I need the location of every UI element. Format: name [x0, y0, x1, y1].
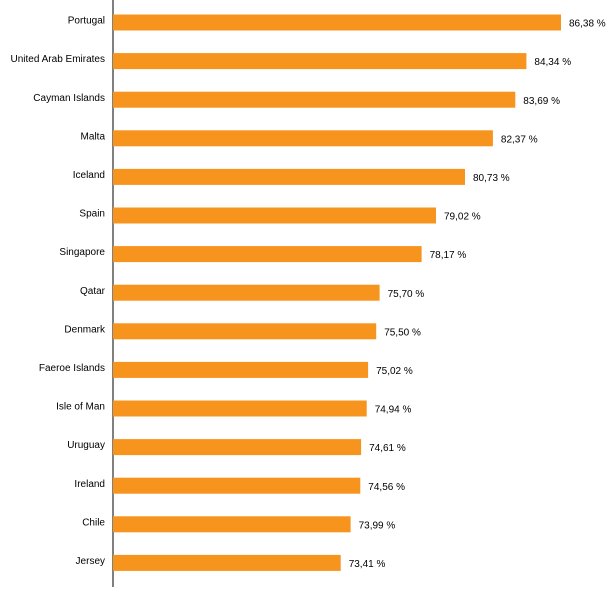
value-label: 73,41 % — [349, 559, 386, 570]
bar — [113, 323, 377, 340]
category-label: Singapore — [59, 247, 105, 258]
value-label: 80,73 % — [473, 173, 510, 184]
value-label: 83,69 % — [523, 96, 560, 107]
value-label: 84,34 % — [534, 57, 571, 68]
bar — [113, 284, 380, 301]
value-label: 74,94 % — [375, 405, 412, 416]
category-label: Cayman Islands — [33, 93, 105, 104]
bar — [113, 207, 436, 224]
category-label: Jersey — [76, 556, 105, 567]
bar — [113, 477, 361, 494]
value-label: 86,38 % — [569, 19, 606, 30]
category-label: Ireland — [74, 479, 105, 490]
category-label: Denmark — [64, 324, 106, 335]
bar — [113, 400, 367, 417]
bar — [113, 439, 362, 456]
value-label: 75,02 % — [376, 366, 413, 377]
category-label: Chile — [82, 517, 105, 528]
category-label: United Arab Emirates — [11, 54, 106, 65]
category-label: Uruguay — [67, 440, 105, 451]
bar — [113, 246, 422, 263]
bar — [113, 361, 369, 378]
category-label: Qatar — [80, 286, 106, 297]
category-labels-group: Portugal United Arab Emirates Cayman Islan… — [11, 16, 106, 567]
category-label: Isle of Man — [56, 402, 105, 413]
value-labels-group: 86,38 % 84,34 % 83,69 % 82,37 % 80,73 % 79,02… — [349, 19, 606, 570]
value-label: 75,50 % — [384, 327, 421, 338]
bar — [113, 14, 561, 31]
value-label: 74,56 % — [368, 482, 405, 493]
value-label: 75,70 % — [388, 289, 425, 300]
value-label: 78,17 % — [430, 250, 467, 261]
category-label: Faeroe Islands — [39, 363, 105, 374]
bar — [113, 53, 527, 70]
value-label: 74,61 % — [369, 443, 406, 454]
bars-group — [113, 14, 561, 571]
category-label: Iceland — [73, 170, 105, 181]
category-label: Portugal — [68, 16, 105, 27]
category-label: Malta — [81, 131, 106, 142]
category-label: Spain — [79, 209, 105, 220]
bar — [113, 130, 493, 147]
bar — [113, 91, 516, 108]
value-label: 79,02 % — [444, 212, 481, 223]
bar — [113, 168, 465, 185]
value-label: 82,37 % — [501, 134, 538, 145]
value-label: 73,99 % — [359, 520, 396, 531]
bar — [113, 554, 341, 571]
bar — [113, 516, 351, 533]
